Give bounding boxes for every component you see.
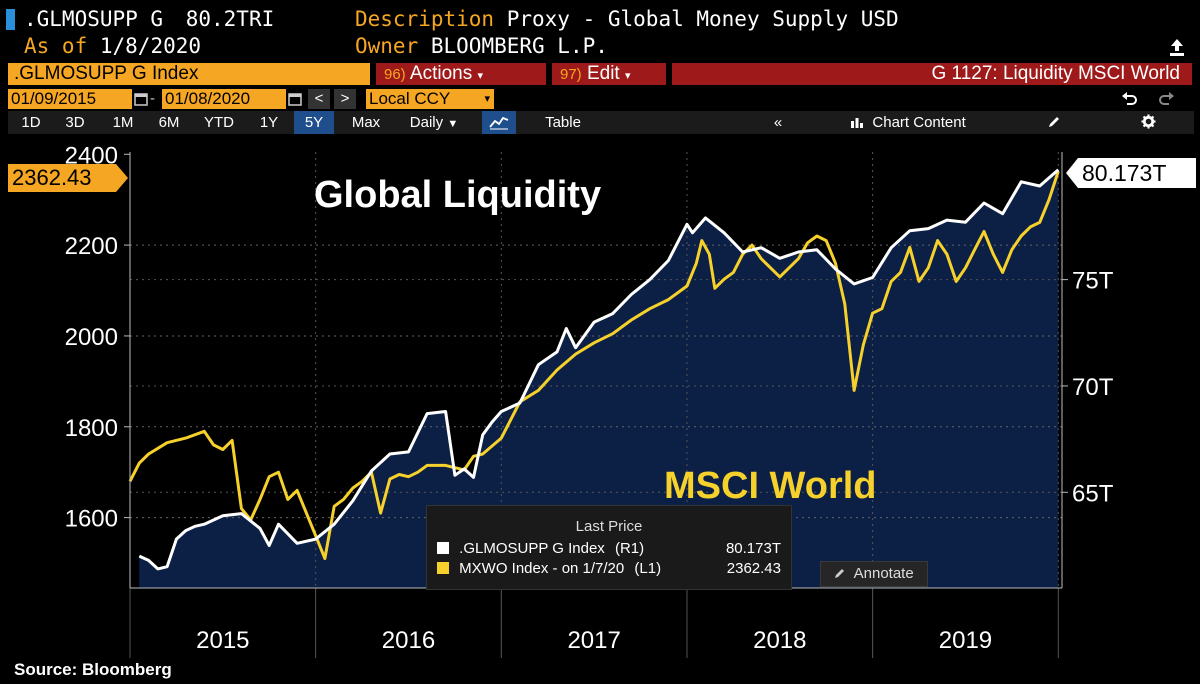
edit-chart-icon[interactable]	[1040, 111, 1068, 134]
ticker: .GLMOSUPP G	[24, 7, 164, 31]
tab-6m[interactable]: 6M	[158, 114, 180, 131]
description-label: Description	[355, 7, 495, 31]
actions-menu[interactable]: 96) Actions ▾	[376, 63, 546, 85]
as-of-line: As of 1/8/2020	[24, 33, 201, 59]
description: Proxy - Global Money Supply USD	[506, 7, 899, 31]
currency-select[interactable]: Local CCY ▾	[366, 89, 494, 109]
as-of-date: 1/8/2020	[99, 34, 202, 58]
legend-liquidity-name: .GLMOSUPP G Index	[459, 540, 605, 557]
tab-ytd[interactable]: YTD	[204, 114, 234, 131]
next-period-button[interactable]: >	[334, 89, 356, 109]
legend-panel: Last Price .GLMOSUPP G Index (R1) 80.173…	[426, 505, 792, 590]
chevron-down-icon: ▼	[447, 118, 459, 130]
security-field[interactable]: .GLMOSUPP G Index	[8, 63, 370, 85]
annotation-global-liquidity: Global Liquidity	[314, 174, 601, 216]
chart-content-label: Chart Content	[872, 114, 966, 131]
right-tick-label: 70T	[1072, 374, 1114, 401]
liquidity-area-fill	[139, 169, 1059, 588]
tab-3d[interactable]: 3D	[65, 114, 85, 131]
frequency-label: Daily	[409, 114, 444, 131]
chevron-down-icon: ▾	[484, 93, 490, 105]
owner-line: Owner BLOOMBERG L.P.	[355, 33, 608, 59]
ticker-value: 80.2TRI	[185, 7, 275, 31]
x-tick-label: 2015	[196, 627, 249, 654]
description-line: Description Proxy - Global Money Supply …	[355, 6, 899, 32]
start-date-input[interactable]: 01/09/2015	[8, 89, 132, 109]
edit-number: 97)	[560, 66, 582, 83]
msci-last-value: 2362.43	[12, 165, 92, 190]
legend-msci-value: 2362.43	[726, 560, 781, 577]
annotation-msci-world: MSCI World	[664, 465, 877, 507]
x-tick-label: 2016	[382, 627, 435, 654]
legend-row-msci[interactable]: MXWO Index - on 1/7/20 (L1) 2362.43	[437, 559, 781, 579]
x-tick-label: 2018	[753, 627, 806, 654]
tab-1d[interactable]: 1D	[21, 114, 41, 131]
msci-world-line	[128, 170, 1060, 560]
actions-number: 96)	[384, 66, 406, 83]
frequency-select[interactable]: Daily ▼	[396, 111, 472, 134]
as-of-label: As of	[24, 34, 88, 58]
tab-1m[interactable]: 1M	[112, 114, 134, 131]
date-range-dash: -	[150, 90, 155, 107]
left-tick-label: 1600	[65, 506, 118, 533]
actions-label: Actions	[409, 63, 473, 84]
liquidity-last-value-tag: 80.173T	[1066, 158, 1196, 188]
redo-icon[interactable]	[1158, 90, 1176, 108]
source-note: Source: Bloomberg	[14, 660, 172, 679]
global-liquidity-line	[138, 168, 1060, 571]
line-chart-icon[interactable]	[482, 111, 516, 134]
chart-id-title: G 1127: Liquidity MSCI World	[672, 63, 1192, 85]
end-date-input[interactable]: 01/08/2020	[162, 89, 286, 109]
left-tick-label: 2200	[65, 233, 118, 260]
pencil-icon	[835, 569, 845, 578]
chart-content-button[interactable]: Chart Content	[828, 111, 988, 134]
left-tick-label: 2000	[65, 324, 118, 351]
right-tick-label: 75T	[1072, 268, 1114, 295]
gear-icon[interactable]	[1134, 111, 1162, 134]
annotate-button[interactable]: Annotate	[820, 561, 928, 587]
chart-content-icon	[851, 118, 864, 128]
msci-last-value-tag: 2362.43	[8, 164, 128, 192]
security-color-marker	[6, 9, 15, 30]
legend-row-liquidity[interactable]: .GLMOSUPP G Index (R1) 80.173T	[437, 539, 781, 559]
export-icon[interactable]	[1166, 36, 1188, 58]
table-button[interactable]: Table	[545, 114, 581, 131]
legend-swatch-white	[437, 542, 449, 554]
x-tick-label: 2017	[567, 627, 620, 654]
left-tick-label: 1800	[65, 415, 118, 442]
currency-value: Local CCY	[369, 89, 451, 108]
prev-period-button[interactable]: <	[308, 89, 330, 109]
tab-5y[interactable]: 5Y	[294, 111, 334, 134]
tab-1y[interactable]: 1Y	[259, 114, 279, 131]
chevron-down-icon: ▾	[625, 70, 631, 82]
legend-liquidity-axis: (R1)	[614, 540, 645, 557]
undo-icon[interactable]	[1120, 90, 1138, 108]
legend-title: Last Price	[575, 518, 643, 535]
x-tick-label: 2019	[939, 627, 992, 654]
edit-label: Edit	[586, 63, 620, 84]
legend-liquidity-value: 80.173T	[725, 540, 781, 557]
edit-menu[interactable]: 97) Edit ▾	[552, 63, 666, 85]
calendar-icon[interactable]	[288, 92, 302, 106]
owner-label: Owner	[355, 34, 419, 58]
ticker-line: .GLMOSUPP G 80.2TRI	[24, 6, 274, 32]
collapse-button[interactable]: «	[773, 114, 783, 131]
tab-max[interactable]: Max	[351, 114, 381, 131]
legend-msci-axis: (L1)	[634, 560, 662, 577]
right-tick-label: 65T	[1072, 480, 1114, 507]
owner: BLOOMBERG L.P.	[430, 34, 608, 58]
annotate-label: Annotate	[853, 565, 914, 582]
liquidity-last-value: 80.173T	[1082, 160, 1167, 186]
period-toolbar: 1D 3D 1M 6M YTD 1Y 5Y Max Daily ▼ Table …	[8, 111, 1194, 134]
calendar-icon[interactable]	[134, 92, 148, 106]
chevron-down-icon: ▾	[477, 70, 484, 82]
legend-msci-name: MXWO Index - on 1/7/20	[459, 560, 625, 577]
legend-swatch-yellow	[437, 562, 449, 574]
